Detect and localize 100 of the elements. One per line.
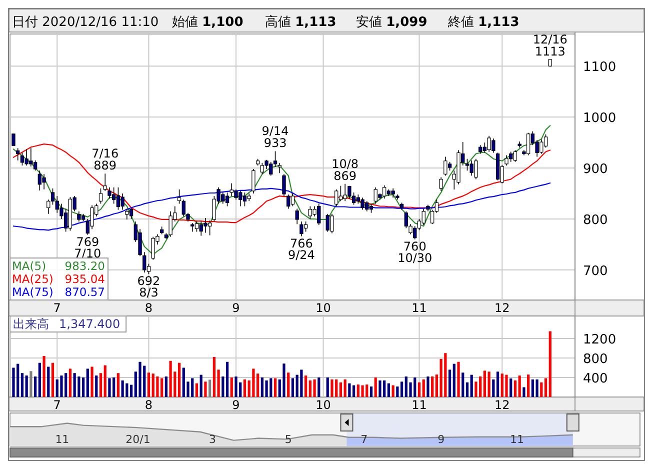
annotation: 760 10/30 [398,239,432,265]
annotation: 12/16 1113 [532,32,568,58]
bar [116,373,120,397]
candlestick [286,194,290,210]
text: MA(5) 983.20 [12,259,105,273]
candlestick [194,221,199,232]
x-tick-label: 8 [144,398,153,412]
x-tick-label: 12 [494,398,510,412]
bar [330,379,334,397]
candlestick [16,148,20,161]
candlestick [290,193,295,207]
text: 日付 2020/12/16 11:10 [12,15,159,30]
bar [90,366,94,397]
bar [95,376,98,397]
bar [34,376,37,397]
bar [462,372,464,397]
bar [352,385,356,397]
candlestick [108,186,112,199]
x-tick-label: 7 [53,398,61,412]
bar [51,362,54,397]
bar [488,372,490,397]
candlestick [190,222,194,232]
candlestick [116,186,120,210]
bar [82,377,85,397]
x-tick-label: 5 [284,433,292,446]
y-tick-label: 800 [583,352,608,367]
candlestick [439,176,443,192]
bar [287,372,290,397]
candlestick [120,193,124,210]
x-tick-label: 9 [438,433,445,446]
candlestick [295,208,299,224]
bar [99,373,102,397]
candlestick [444,156,448,176]
bar [313,379,316,397]
bar [121,380,124,397]
bar [540,382,543,397]
candlestick [304,221,308,232]
text: 高値 1,113 [265,14,336,30]
x-tick-label: 9 [232,398,240,412]
candlestick [50,188,55,206]
candlestick [129,207,134,220]
bar [178,362,181,397]
bar [452,364,456,397]
bar [400,382,404,397]
bar [370,386,373,397]
candlestick [338,185,343,202]
bar [426,376,430,397]
candlestick [330,213,334,234]
candlestick [138,228,142,257]
candlestick [465,158,470,171]
bar [104,365,106,397]
x-tick-label: 11 [412,398,427,412]
candlestick [103,173,107,192]
bar [422,379,425,397]
candlestick [225,192,230,207]
y-tick-label: 1000 [583,111,616,126]
bar [374,377,377,397]
bar [466,382,469,397]
candlestick [42,174,46,190]
y-tick-label: 1200 [583,332,616,348]
candlestick [33,160,38,171]
candlestick [177,189,182,204]
bar [60,376,63,397]
bar [47,366,50,397]
bar [138,362,142,397]
bar [304,376,308,397]
bar [544,378,548,397]
annotation: 7/16 889 [92,146,119,173]
x-tick-label: 12 [494,301,510,315]
candlestick [504,154,508,166]
bar [282,364,286,397]
x-tick-label: 9 [232,301,240,315]
x-tick-label: 3 [209,433,216,446]
candlestick [208,220,212,236]
bar [12,368,15,397]
bar [361,385,364,397]
bar [518,376,521,397]
candlestick [391,188,395,198]
y-tick-label: 900 [583,162,608,178]
bar [78,376,80,397]
x-tick-label: 10 [316,398,331,412]
bar [527,374,530,397]
bar [25,376,28,397]
y-tick-label: 700 [583,264,608,279]
bar [318,377,320,397]
text: 安値 1,099 [356,14,428,30]
candlestick [526,132,530,156]
bar [392,385,394,397]
bar [348,383,351,397]
annotation: 1,347.400 [59,317,120,331]
bar [396,386,399,397]
bar [73,373,76,397]
candlestick [260,162,264,175]
bar [42,356,46,397]
bar [300,370,303,397]
candlestick [142,252,146,273]
y-tick-label: 800 [583,212,608,228]
bar [514,380,517,397]
bar [510,378,512,397]
x-tick-label: 10 [316,301,331,315]
